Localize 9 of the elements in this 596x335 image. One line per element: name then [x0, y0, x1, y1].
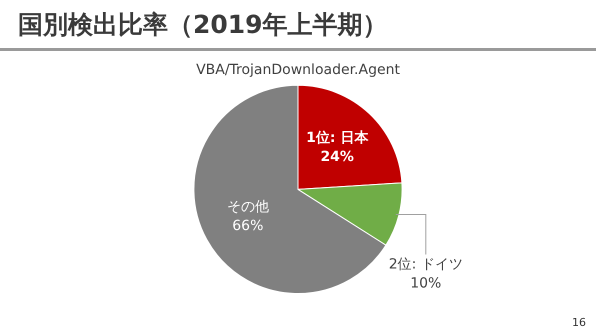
data-label: 10% — [410, 276, 442, 292]
chart-title: 国別検出比率（2019年上半期） — [18, 9, 388, 41]
data-label: 66% — [232, 218, 264, 234]
slice-label: その他 — [226, 199, 269, 216]
chart-subtitle: VBA/TrojanDownloader.Agent — [196, 62, 400, 78]
data-label: 24% — [320, 148, 354, 165]
text: 16 — [572, 316, 586, 329]
slice-label: 2位: ドイツ — [388, 256, 463, 273]
slice-label: 1位: 日本 — [306, 130, 370, 146]
